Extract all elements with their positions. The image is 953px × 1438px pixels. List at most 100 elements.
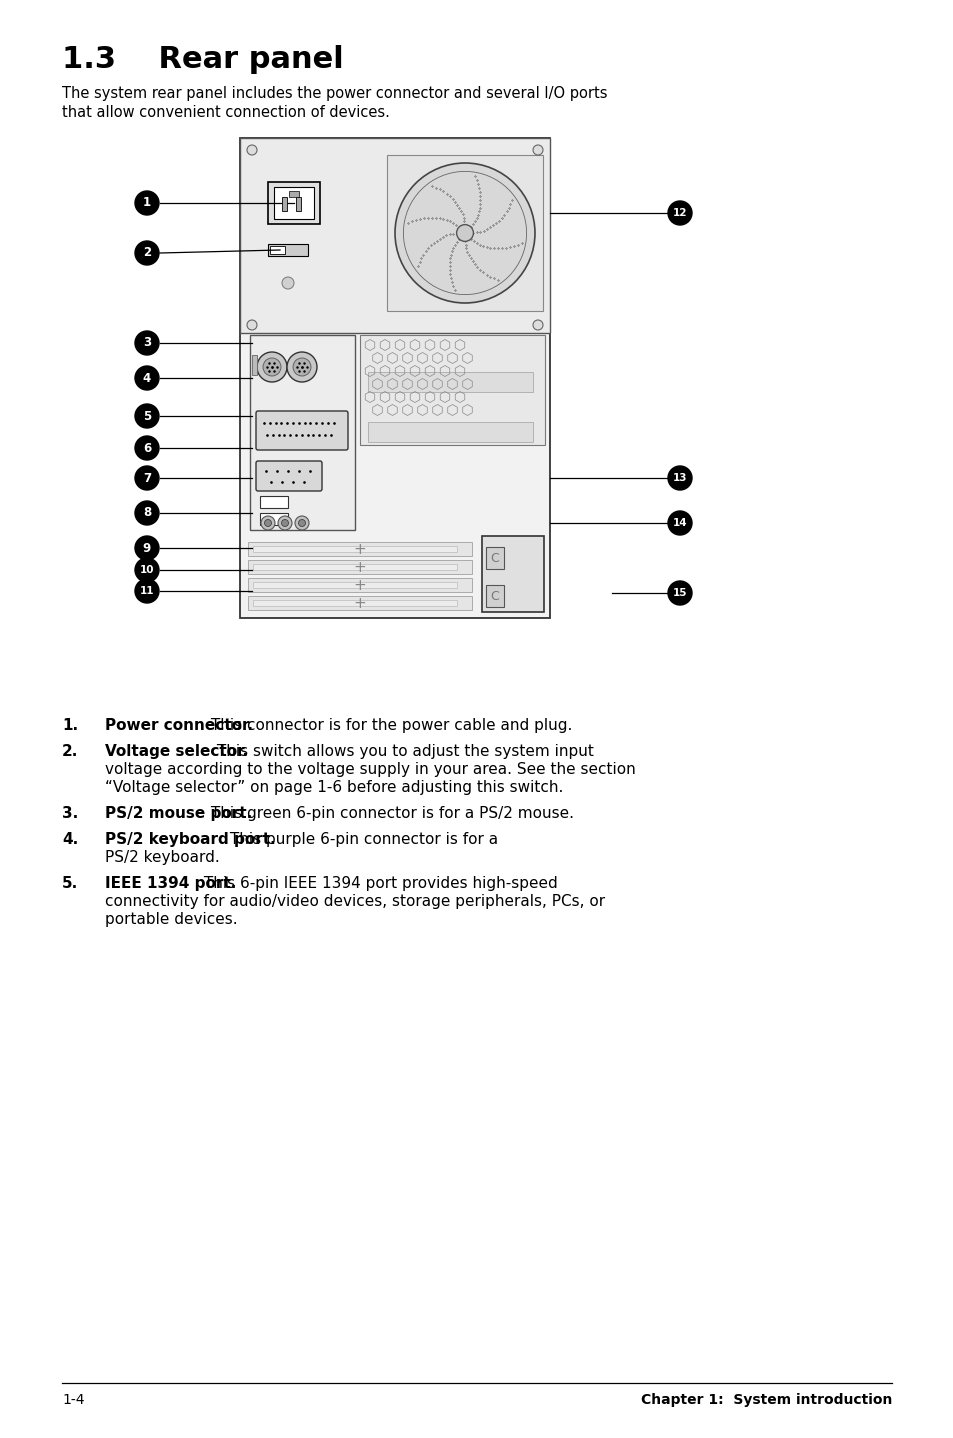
Circle shape: [135, 367, 159, 390]
Circle shape: [456, 224, 473, 242]
Text: This switch allows you to adjust the system input: This switch allows you to adjust the sys…: [212, 743, 594, 759]
Text: +: +: [354, 578, 366, 592]
Text: 5: 5: [143, 410, 151, 423]
Bar: [268, 183, 319, 224]
Text: 15: 15: [672, 588, 686, 598]
Circle shape: [135, 331, 159, 355]
Text: This green 6-pin connector is for a PS/2 mouse.: This green 6-pin connector is for a PS/2…: [206, 807, 573, 821]
Bar: [240, 138, 550, 334]
Text: 10: 10: [139, 565, 154, 575]
Bar: [270, 246, 285, 255]
Text: 8: 8: [143, 506, 151, 519]
Text: 4.: 4.: [62, 833, 78, 847]
Text: 3.: 3.: [62, 807, 78, 821]
Circle shape: [667, 510, 691, 535]
Bar: [252, 355, 256, 375]
Bar: [485, 585, 503, 607]
Circle shape: [264, 519, 272, 526]
Circle shape: [247, 321, 256, 329]
Text: 1-4: 1-4: [62, 1393, 85, 1406]
Text: 1.: 1.: [62, 718, 78, 733]
Bar: [274, 187, 314, 219]
Circle shape: [282, 278, 294, 289]
Circle shape: [135, 466, 159, 490]
Text: 11: 11: [139, 587, 154, 595]
Text: 12: 12: [672, 209, 686, 219]
Circle shape: [533, 321, 542, 329]
Text: 9: 9: [143, 542, 151, 555]
Text: Power connector.: Power connector.: [105, 718, 253, 733]
Bar: [387, 155, 542, 311]
Bar: [248, 578, 472, 592]
Text: 3: 3: [143, 336, 151, 349]
FancyBboxPatch shape: [255, 411, 348, 450]
Text: portable devices.: portable devices.: [105, 912, 237, 928]
Bar: [248, 559, 472, 574]
Text: 7: 7: [143, 472, 151, 485]
Circle shape: [294, 516, 309, 531]
Text: 5.: 5.: [62, 876, 78, 892]
Bar: [260, 496, 288, 508]
Text: The system rear panel includes the power connector and several I/O ports: The system rear panel includes the power…: [62, 86, 607, 101]
Text: that allow convenient connection of devices.: that allow convenient connection of devi…: [62, 105, 390, 119]
Bar: [368, 372, 533, 393]
Bar: [253, 600, 456, 605]
Circle shape: [533, 145, 542, 155]
Text: 2.: 2.: [62, 743, 78, 759]
Circle shape: [256, 352, 287, 383]
Bar: [253, 582, 456, 588]
Text: Voltage selector.: Voltage selector.: [105, 743, 248, 759]
Circle shape: [135, 436, 159, 460]
Text: PS/2 keyboard.: PS/2 keyboard.: [105, 850, 219, 866]
Circle shape: [281, 519, 288, 526]
Bar: [289, 191, 298, 197]
Text: +: +: [354, 559, 366, 575]
Text: IEEE 1394 port.: IEEE 1394 port.: [105, 876, 236, 892]
Text: 14: 14: [672, 518, 686, 528]
Text: 2: 2: [143, 246, 151, 259]
Bar: [253, 546, 456, 552]
Circle shape: [667, 466, 691, 490]
Circle shape: [667, 581, 691, 605]
Text: C: C: [490, 552, 498, 565]
Circle shape: [135, 580, 159, 603]
Text: voltage according to the voltage supply in your area. See the section: voltage according to the voltage supply …: [105, 762, 635, 777]
Bar: [260, 513, 288, 525]
Circle shape: [263, 358, 281, 375]
Bar: [485, 548, 503, 569]
Text: This purple 6-pin connector is for a: This purple 6-pin connector is for a: [225, 833, 497, 847]
Circle shape: [135, 558, 159, 582]
Circle shape: [395, 162, 535, 303]
Circle shape: [261, 516, 274, 531]
Circle shape: [287, 352, 316, 383]
Bar: [359, 335, 544, 444]
Text: 1: 1: [143, 197, 151, 210]
Text: 1.3    Rear panel: 1.3 Rear panel: [62, 45, 343, 73]
FancyBboxPatch shape: [255, 462, 322, 490]
Bar: [481, 536, 543, 613]
Text: This connector is for the power cable and plug.: This connector is for the power cable an…: [206, 718, 572, 733]
Text: +: +: [354, 595, 366, 611]
Bar: [368, 421, 533, 441]
Circle shape: [247, 145, 256, 155]
Text: PS/2 mouse port.: PS/2 mouse port.: [105, 807, 252, 821]
Circle shape: [135, 500, 159, 525]
Bar: [295, 197, 301, 211]
Circle shape: [135, 536, 159, 559]
Text: “Voltage selector” on page 1-6 before adjusting this switch.: “Voltage selector” on page 1-6 before ad…: [105, 779, 563, 795]
Circle shape: [277, 516, 292, 531]
Text: PS/2 keyboard port.: PS/2 keyboard port.: [105, 833, 275, 847]
Bar: [240, 138, 550, 618]
Circle shape: [293, 358, 311, 375]
Circle shape: [135, 404, 159, 429]
Text: C: C: [490, 590, 498, 603]
Bar: [248, 542, 472, 557]
Text: 13: 13: [672, 473, 686, 483]
Text: +: +: [354, 542, 366, 557]
Circle shape: [135, 242, 159, 265]
Bar: [282, 197, 287, 211]
Text: Chapter 1:  System introduction: Chapter 1: System introduction: [640, 1393, 891, 1406]
Circle shape: [135, 191, 159, 216]
Text: 4: 4: [143, 371, 151, 384]
Bar: [253, 564, 456, 569]
